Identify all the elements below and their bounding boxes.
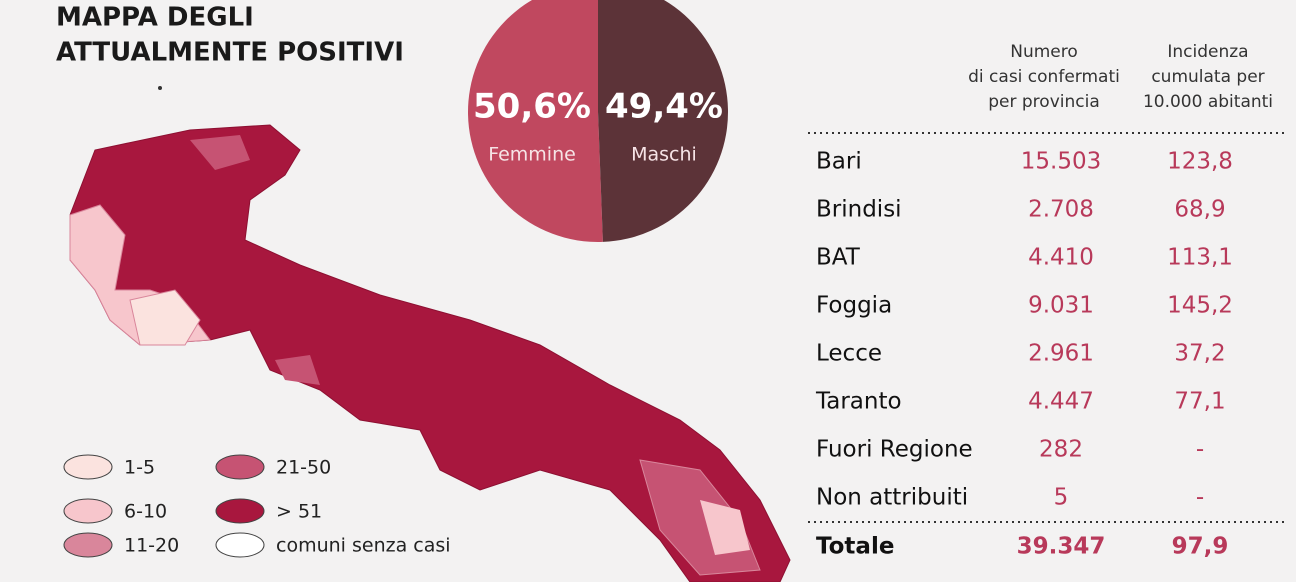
- cell-value: 37,2: [1174, 341, 1225, 367]
- row-label: Lecce: [816, 341, 882, 367]
- cell-value: -: [1196, 437, 1204, 463]
- total-value: 39.347: [1017, 534, 1106, 560]
- column-header: Numero: [1010, 42, 1078, 62]
- pie-category-label: Femmine: [488, 144, 576, 166]
- column-header: di casi confermati: [968, 67, 1120, 87]
- legend-swatch: [215, 532, 265, 558]
- cell-value: 9.031: [1028, 293, 1094, 319]
- pie-category-label: Maschi: [631, 144, 697, 166]
- column-header: cumulata per: [1151, 67, 1264, 87]
- legend-label: > 51: [276, 501, 322, 523]
- cell-value: 15.503: [1021, 149, 1101, 175]
- total-label: Totale: [816, 534, 894, 560]
- column-header: 10.000 abitanti: [1143, 92, 1273, 112]
- pie-slice: [468, 0, 603, 242]
- cell-value: 77,1: [1174, 389, 1225, 415]
- cell-value: 2.708: [1028, 197, 1094, 223]
- row-label: Bari: [816, 149, 862, 175]
- row-label: BAT: [816, 245, 861, 271]
- total-value: 97,9: [1172, 534, 1229, 560]
- island: [158, 86, 162, 90]
- cell-value: 4.410: [1028, 245, 1094, 271]
- cell-value: 5: [1054, 485, 1069, 511]
- area-medium: [190, 135, 250, 170]
- area-light: [700, 500, 750, 555]
- legend-label: 11-20: [124, 535, 179, 557]
- pie-value-label: 49,4%: [605, 87, 723, 127]
- legend: 1-5 6-10 11-20 21-50 > 51 comuni senza casi: [63, 454, 451, 558]
- title: ATTUALMENTE POSITIVI: [56, 38, 404, 68]
- area-medium: [275, 355, 320, 385]
- legend-label: 21-50: [276, 457, 331, 479]
- legend-swatch: [63, 532, 113, 558]
- pie-value-label: 50,6%: [473, 87, 591, 127]
- legend-label: 1-5: [124, 457, 155, 479]
- column-header: per provincia: [988, 92, 1100, 112]
- row-label: Taranto: [815, 389, 902, 415]
- region-shape: [69, 124, 791, 582]
- legend-swatch: [215, 454, 265, 480]
- cell-value: 4.447: [1028, 389, 1094, 415]
- cell-value: 123,8: [1167, 149, 1233, 175]
- row-label: Foggia: [816, 293, 892, 319]
- cell-value: 113,1: [1167, 245, 1233, 271]
- cell-value: -: [1196, 485, 1204, 511]
- row-label: Non attribuiti: [816, 485, 968, 511]
- cell-value: 145,2: [1167, 293, 1233, 319]
- legend-swatch: [63, 454, 113, 480]
- cell-value: 282: [1039, 437, 1083, 463]
- legend-label: comuni senza casi: [276, 535, 451, 557]
- pie-chart: 50,6% Femmine 49,4% Maschi: [468, 0, 728, 242]
- pie-slice: [598, 0, 728, 242]
- map: [69, 86, 791, 582]
- area-lighter: [129, 289, 201, 346]
- table: Numero di casi confermati per provincia Inc…: [808, 42, 1288, 560]
- column-header: Incidenza: [1167, 42, 1248, 62]
- title: MAPPA DEGLI: [56, 3, 254, 33]
- cell-value: 68,9: [1174, 197, 1225, 223]
- legend-swatch: [215, 498, 265, 524]
- legend-label: 6-10: [124, 501, 167, 523]
- legend-swatch: [63, 498, 113, 524]
- row-label: Fuori Regione: [816, 437, 973, 463]
- cell-value: 2.961: [1028, 341, 1094, 367]
- row-label: Brindisi: [816, 197, 902, 223]
